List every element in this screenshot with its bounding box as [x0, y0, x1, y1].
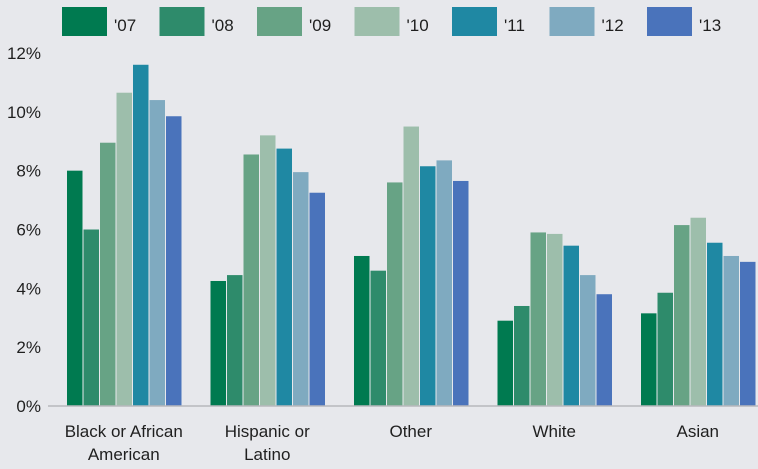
legend-label: '11 — [504, 16, 525, 35]
bar — [260, 135, 276, 406]
y-tick-label: 12% — [7, 44, 41, 63]
legend-label: '09 — [309, 16, 331, 35]
bar — [293, 172, 309, 406]
bar — [674, 225, 690, 406]
bar — [657, 292, 673, 406]
bar — [420, 166, 436, 406]
category-label: White — [533, 422, 576, 441]
bars — [67, 64, 756, 407]
bar — [641, 313, 657, 406]
y-tick-label: 2% — [16, 338, 41, 357]
bar — [309, 192, 325, 406]
bar — [453, 180, 469, 406]
y-tick-label: 4% — [16, 279, 41, 298]
bar — [100, 142, 116, 407]
y-tick-label: 8% — [16, 162, 41, 181]
y-axis: 0% 2% 4% 6% 8% 10% 12% — [7, 44, 41, 416]
bar — [227, 275, 243, 406]
bar — [243, 154, 259, 406]
bar — [149, 100, 165, 407]
legend-label: '08 — [212, 16, 234, 35]
legend-label: '07 — [114, 16, 136, 35]
legend-swatch — [62, 7, 107, 36]
legend-swatch — [647, 7, 692, 36]
bar — [580, 275, 596, 406]
bar — [403, 126, 419, 407]
legend-swatch — [354, 7, 400, 36]
category-label: American — [88, 445, 160, 464]
bar — [436, 160, 452, 406]
bar — [530, 232, 546, 406]
bar — [133, 64, 149, 407]
legend-label: '10 — [407, 16, 429, 35]
bar — [210, 280, 226, 406]
bar — [387, 182, 403, 406]
y-tick-label: 6% — [16, 221, 41, 240]
bar — [707, 242, 723, 406]
legend-swatch — [549, 7, 595, 36]
y-tick-label: 10% — [7, 103, 41, 122]
legend-label: '12 — [602, 16, 624, 35]
bar — [563, 245, 579, 406]
category-label: Asian — [676, 422, 719, 441]
bar — [497, 320, 513, 406]
category-label: Other — [389, 422, 432, 441]
bar — [166, 116, 182, 406]
category-label: Black or African — [65, 422, 183, 441]
bar — [514, 305, 530, 406]
bar — [690, 217, 706, 406]
legend-swatch — [452, 7, 497, 36]
legend-swatch — [257, 7, 302, 36]
legend: '07 '08 '09 '10 '11 '12 '13 — [62, 7, 721, 36]
category-label: Latino — [244, 445, 290, 464]
category-label: Hispanic or — [225, 422, 310, 441]
bar — [547, 233, 563, 406]
bar — [67, 170, 83, 406]
y-tick-label: 0% — [16, 397, 41, 416]
bar — [83, 229, 99, 406]
bar — [723, 255, 739, 406]
legend-swatch — [159, 7, 205, 36]
bar — [276, 148, 292, 406]
bar — [116, 92, 132, 407]
bar — [740, 261, 756, 406]
bar — [354, 255, 370, 406]
bar — [370, 270, 386, 406]
x-axis: Black or African American Hispanic or Latin… — [65, 422, 719, 464]
bar — [596, 294, 612, 406]
legend-label: '13 — [699, 16, 721, 35]
